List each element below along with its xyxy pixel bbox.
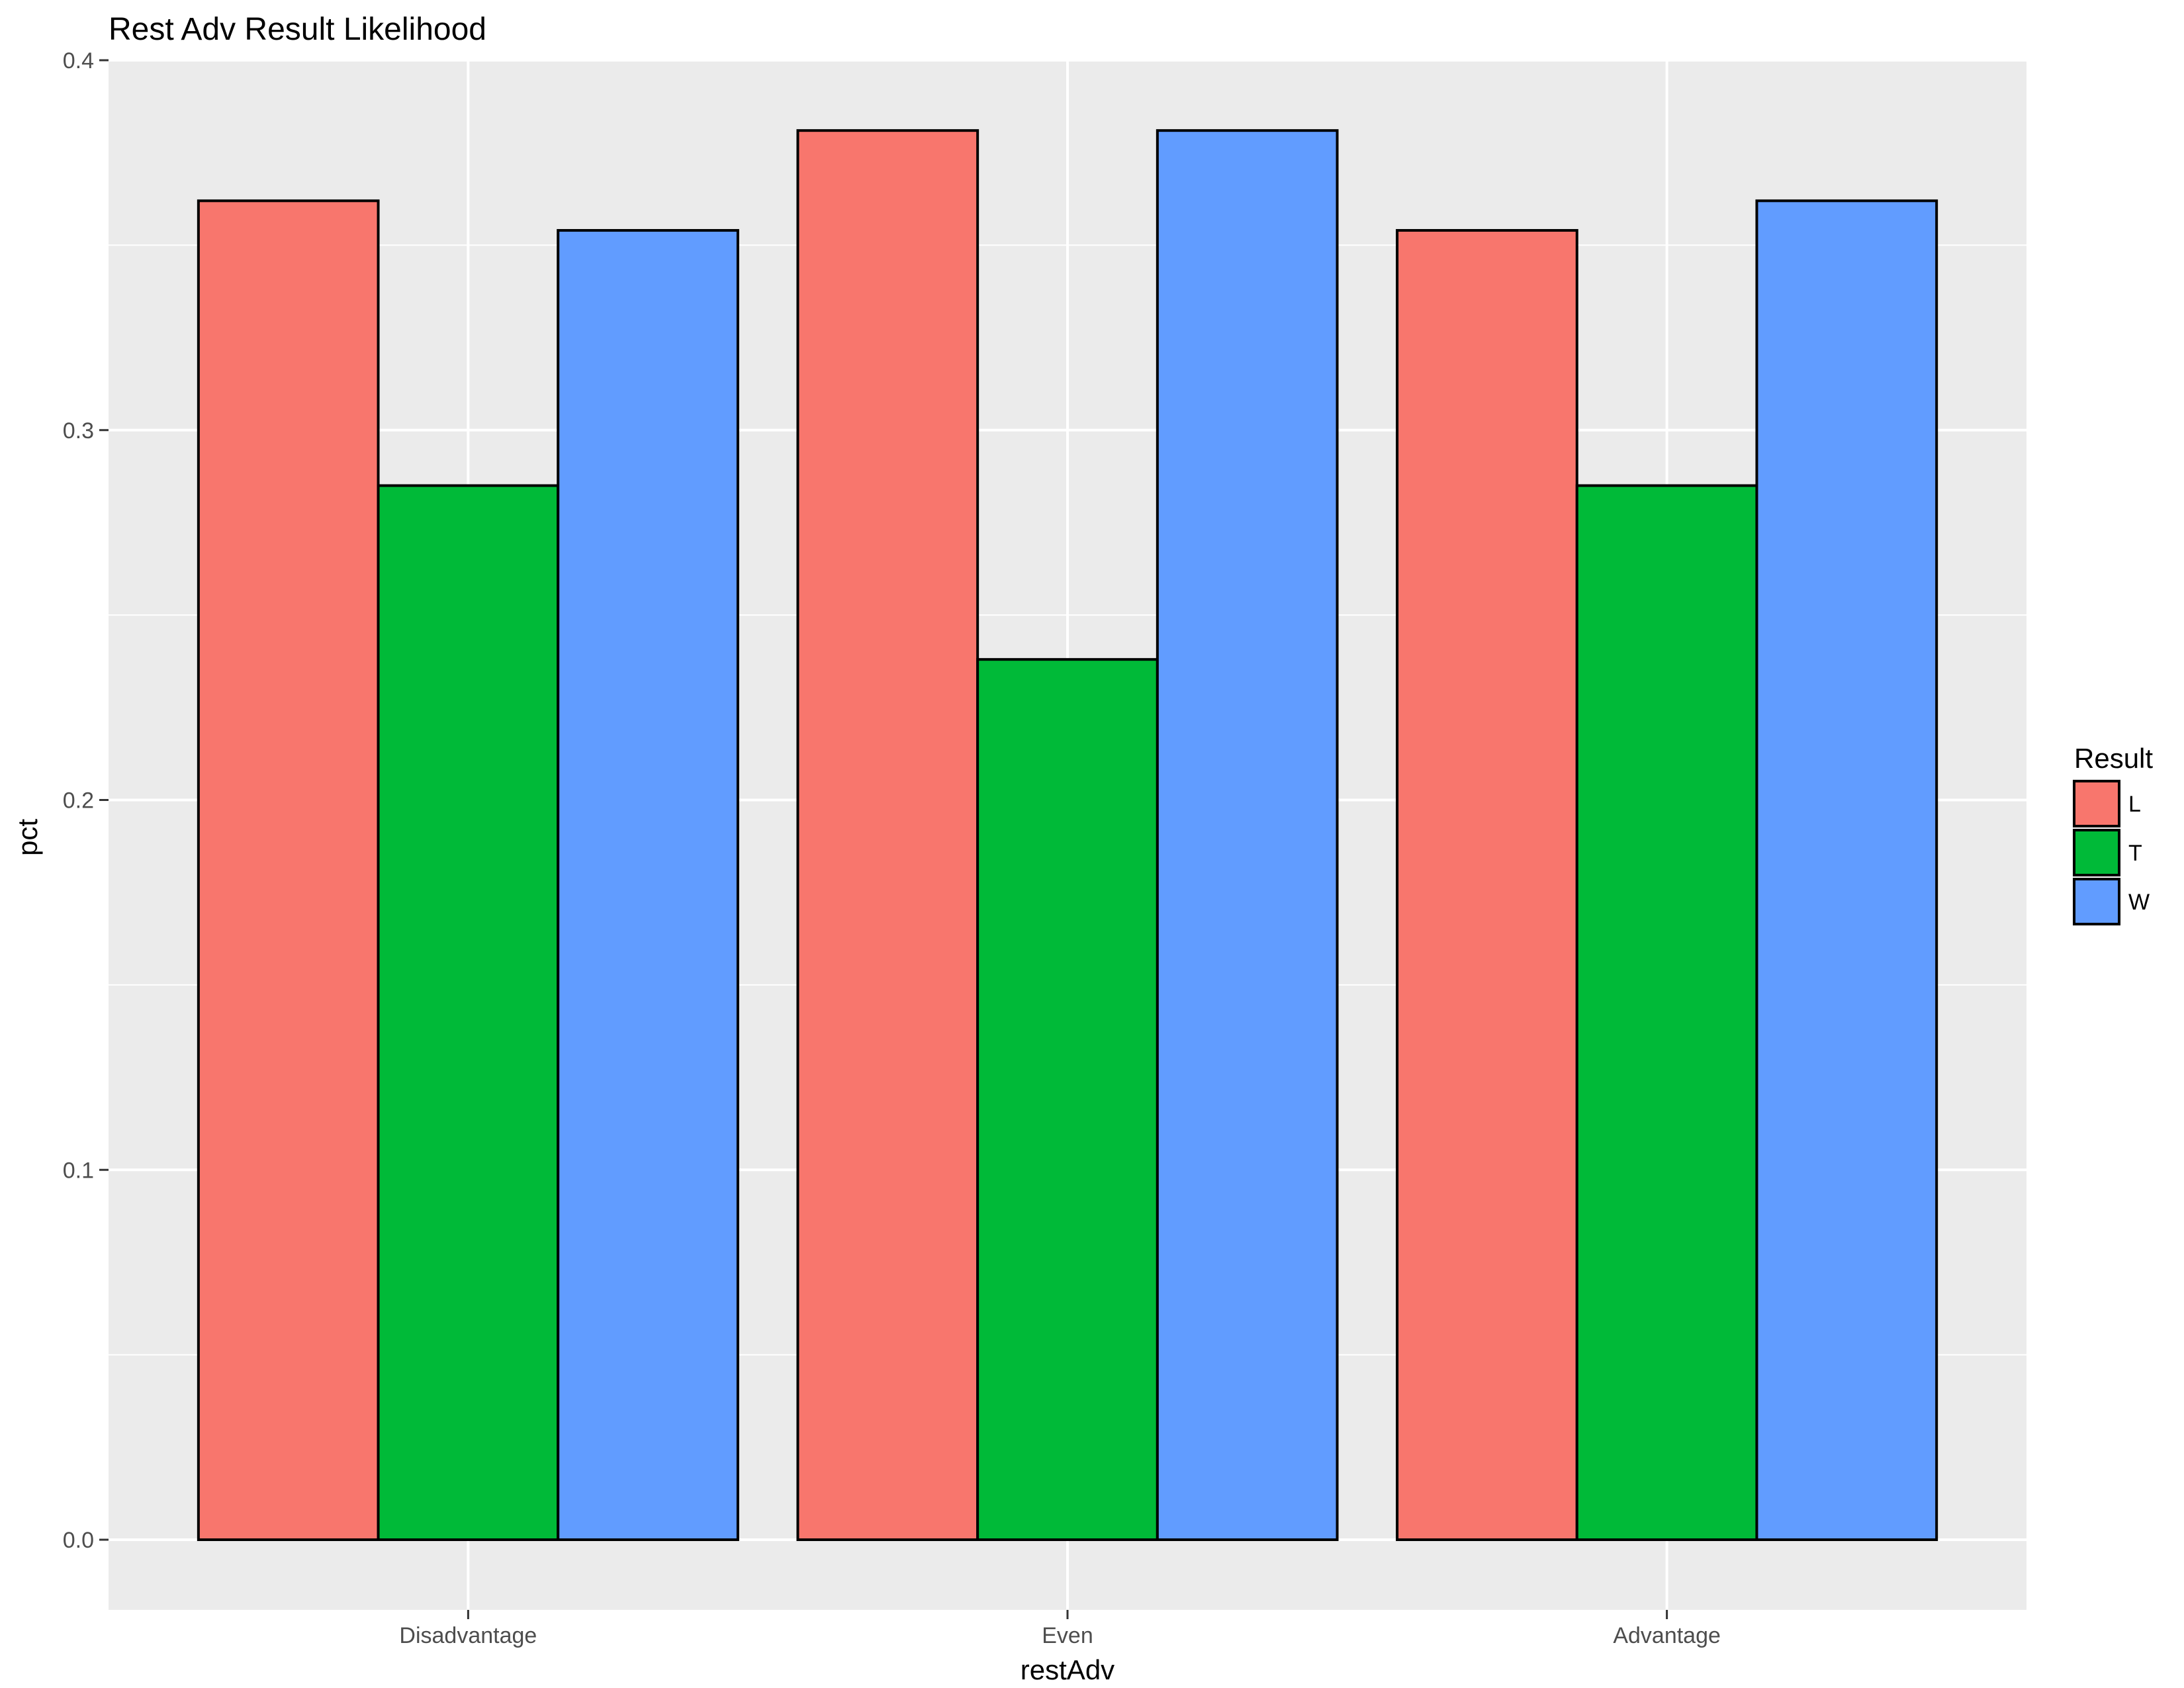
bars [197, 129, 1938, 1542]
x-tick-label: Even [1042, 1623, 1093, 1648]
legend-keys: LTW [2073, 780, 2150, 925]
bar-t-advantage [1575, 484, 1758, 1541]
bar-t-even [976, 658, 1159, 1541]
bar-w-even [1156, 129, 1339, 1541]
y-tick-label: 0.3 [63, 418, 94, 444]
x-axis: Disadvantage Even Advantage [399, 1610, 1721, 1648]
legend-label-l: L [2128, 792, 2141, 817]
legend-label-w: W [2128, 890, 2150, 915]
legend-key-w [2073, 878, 2120, 925]
x-axis-title: restAdv [1021, 1654, 1115, 1685]
bar-l-disadvantage [197, 199, 380, 1542]
bar-l-even [796, 129, 979, 1541]
y-tick-label: 0.1 [63, 1158, 94, 1183]
y-tick-label: 0.0 [63, 1528, 94, 1553]
x-tick-label: Disadvantage [399, 1623, 537, 1648]
legend: Result LTW [2073, 743, 2153, 925]
bar-l-advantage [1396, 229, 1578, 1541]
x-tick-label: Advantage [1613, 1623, 1721, 1648]
y-axis: 0.0 0.1 0.2 0.3 0.4 [63, 48, 109, 1553]
chart-title: Rest Adv Result Likelihood [109, 12, 486, 47]
bar-t-disadvantage [377, 484, 560, 1541]
legend-key-l [2073, 780, 2120, 827]
legend-key-t [2073, 829, 2120, 876]
y-tick-label: 0.4 [63, 48, 94, 73]
legend-title: Result [2074, 743, 2153, 774]
bar-w-disadvantage [557, 229, 739, 1541]
bar-w-advantage [1755, 199, 1938, 1542]
y-axis-title: pct [12, 819, 43, 856]
y-tick-label: 0.2 [63, 788, 94, 814]
legend-label-t: T [2128, 841, 2142, 866]
